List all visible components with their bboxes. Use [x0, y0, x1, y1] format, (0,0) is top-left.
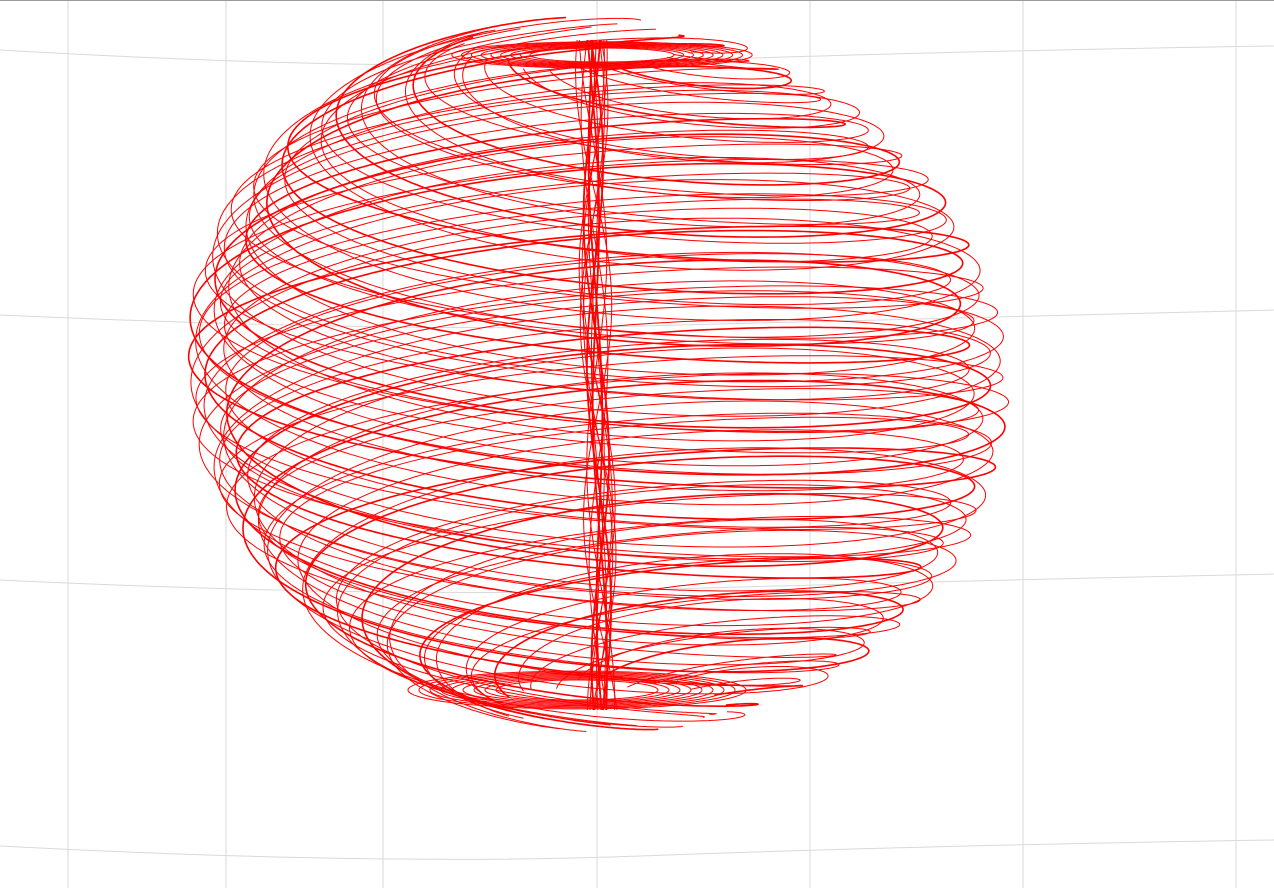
trajectory-strand [187, 34, 997, 696]
trajectory-strand [582, 39, 610, 711]
trajectory-strand [195, 17, 994, 695]
trajectory-strand [587, 39, 605, 711]
trajectory-strand [461, 42, 743, 68]
trajectory-strand [529, 47, 675, 63]
grid-line-horizontal [0, 839, 1274, 860]
trajectory-strand [480, 43, 724, 67]
trajectory-strand [235, 58, 971, 720]
trajectory-strand [189, 16, 1006, 679]
trajectory-strand [583, 39, 614, 711]
trajectory-curve [187, 16, 1009, 732]
trajectory-strand [509, 45, 695, 65]
trajectory-strand [219, 57, 991, 719]
trajectory-strand [470, 42, 734, 68]
trajectory-strand [580, 39, 609, 711]
trajectory-strand [473, 677, 681, 703]
trajectory-strand [462, 676, 692, 704]
viewport-top-border [0, 0, 1274, 1]
trajectory-strand [484, 678, 670, 702]
trajectory-strand [586, 39, 612, 711]
trajectory-strand [223, 28, 964, 690]
trajectory-strand [495, 679, 659, 701]
trajectory-strand [203, 60, 980, 728]
trajectory-strand [223, 26, 970, 688]
trajectory-strand [451, 41, 753, 69]
trajectory-strand [579, 39, 617, 711]
trajectory-strand [407, 670, 747, 710]
grid-line-horizontal [0, 309, 1274, 329]
trajectory-strand [451, 675, 703, 705]
trajectory-strand [500, 45, 704, 65]
trajectory-strand [588, 39, 603, 711]
trajectory-strand [228, 30, 975, 692]
trajectory-strand [440, 673, 714, 707]
trajectory-strand [198, 23, 993, 685]
trajectory-strand [586, 39, 608, 710]
grid-line-horizontal [0, 573, 1274, 593]
trajectory-strand [212, 55, 1001, 717]
trajectory-strand [192, 65, 999, 727]
trajectory-strand [198, 68, 1004, 730]
trajectory-strand [204, 43, 1004, 704]
trajectory-strand [192, 29, 1009, 691]
trajectory-strand [490, 44, 714, 66]
trajectory-strand [418, 671, 736, 709]
trajectory-strand [190, 37, 987, 722]
trajectory-strand [590, 39, 608, 711]
trajectory-strand [519, 46, 685, 64]
trajectory-strand [223, 71, 976, 732]
trajectory-strand [578, 39, 616, 710]
trajectory-strand [429, 672, 725, 708]
trajectory-strand [575, 39, 618, 711]
